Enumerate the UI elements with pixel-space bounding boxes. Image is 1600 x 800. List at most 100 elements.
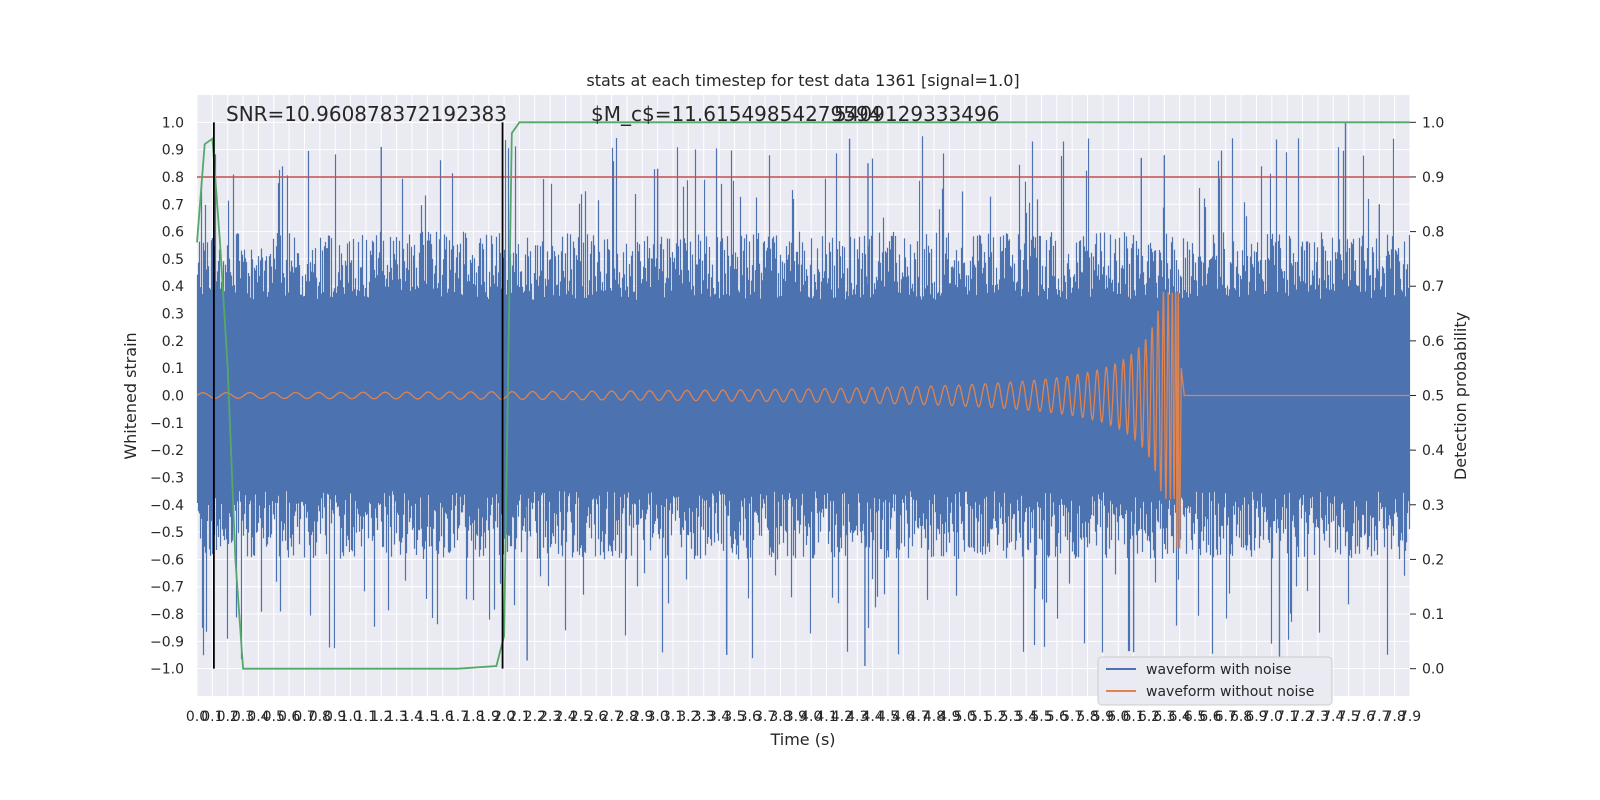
x-tick-label: 7.3 xyxy=(1307,709,1329,725)
x-tick-label: 7.0 xyxy=(1261,709,1283,725)
x-tick-label: 2.5 xyxy=(570,709,592,725)
x-tick-label: 5.3 xyxy=(1000,709,1022,725)
y-tick-label-left: −0.7 xyxy=(150,580,184,596)
x-tick-label: 5.0 xyxy=(954,709,976,725)
x-tick-label: 5.4 xyxy=(1015,709,1037,725)
x-tick-label: 2.0 xyxy=(493,709,515,725)
y-ticks-left: 1.0 0.9 0.8 0.7 0.6 0.5 0.4 0.3 0.2 0.1 0.0 −0.1 −0.… xyxy=(150,115,184,677)
x-tick-label: 0.5 xyxy=(263,709,285,725)
x-tick-label: 0.4 xyxy=(247,709,269,725)
x-tick-label: 1.0 xyxy=(339,709,361,725)
x-tick-label: 4.0 xyxy=(800,709,822,725)
x-tick-label: 6.5 xyxy=(1184,709,1206,725)
y-tick-label-right: 0.4 xyxy=(1422,443,1444,459)
x-tick-label: 0.2 xyxy=(217,709,239,725)
y-tick-label-left: −0.9 xyxy=(150,634,184,650)
x-tick-label: 7.8 xyxy=(1384,709,1406,725)
x-tick-label: 6.4 xyxy=(1169,709,1191,725)
y-tick-label-left: −0.8 xyxy=(150,607,184,623)
y-tick-label-right: 0.1 xyxy=(1422,607,1444,623)
x-ticks: 0.00.10.20.30.40.50.60.70.80.91.01.11.21… xyxy=(186,709,1421,725)
x-tick-label: 1.4 xyxy=(401,709,423,725)
x-tick-label: 7.4 xyxy=(1322,709,1344,725)
y-ticks-right: 1.0 0.9 0.8 0.7 0.6 0.5 0.4 0.3 0.2 0.1 0.0 xyxy=(1410,115,1444,678)
x-tick-label: 7.5 xyxy=(1337,709,1359,725)
x-tick-label: 0.0 xyxy=(186,709,208,725)
x-tick-label: 1.8 xyxy=(462,709,484,725)
y-tick-label-left: 0.1 xyxy=(162,361,184,377)
x-tick-label: 4.5 xyxy=(877,709,899,725)
x-tick-label: 7.6 xyxy=(1353,709,1375,725)
x-tick-label: 1.1 xyxy=(355,709,377,725)
x-tick-label: 2.1 xyxy=(508,709,530,725)
x-tick-label: 4.8 xyxy=(923,709,945,725)
series-waveform-without-noise xyxy=(196,291,1410,549)
legend-box xyxy=(1097,656,1333,706)
x-tick-label: 5.1 xyxy=(969,709,991,725)
y-tick-label-left: 0.6 xyxy=(162,225,184,241)
x-tick-label: 6.6 xyxy=(1199,709,1221,725)
y-tick-label-left: 0.0 xyxy=(162,389,184,405)
x-tick-label: 2.9 xyxy=(631,709,653,725)
x-tick-label: 5.7 xyxy=(1061,709,1083,725)
x-tick-label: 2.4 xyxy=(554,709,576,725)
x-tick-label: 1.3 xyxy=(385,709,407,725)
x-tick-label: 0.6 xyxy=(278,709,300,725)
x-tick-label: 7.2 xyxy=(1291,709,1313,725)
x-tick-label: 4.2 xyxy=(831,709,853,725)
chirp-mass-annotation-overlap: 5409129333496 xyxy=(834,102,999,126)
x-tick-label: 6.2 xyxy=(1138,709,1160,725)
x-tick-label: 1.7 xyxy=(447,709,469,725)
x-tick-label: 6.1 xyxy=(1122,709,1144,725)
x-tick-label: 2.2 xyxy=(524,709,546,725)
x-tick-label: 7.9 xyxy=(1399,709,1421,725)
x-tick-label: 2.3 xyxy=(539,709,561,725)
y-tick-label-left: 0.9 xyxy=(162,143,184,159)
x-tick-label: 5.9 xyxy=(1092,709,1114,725)
y-tick-label-left: 0.4 xyxy=(162,279,184,295)
x-tick-label: 5.6 xyxy=(1046,709,1068,725)
x-tick-label: 1.5 xyxy=(416,709,438,725)
x-tick-label: 4.1 xyxy=(815,709,837,725)
chart-title: stats at each timestep for test data 136… xyxy=(586,71,1019,90)
legend-label-clean: waveform without noise xyxy=(1146,684,1314,700)
x-tick-label: 1.6 xyxy=(432,709,454,725)
y-tick-label-right: 0.0 xyxy=(1422,662,1444,678)
probability-trace xyxy=(196,121,1410,670)
legend-label-noise: waveform with noise xyxy=(1146,662,1291,678)
x-tick-label: 3.9 xyxy=(785,709,807,725)
x-tick-label: 3.3 xyxy=(693,709,715,725)
x-tick-label: 3.8 xyxy=(769,709,791,725)
x-tick-label: 2.7 xyxy=(600,709,622,725)
series-detection-probability xyxy=(196,121,1410,670)
x-tick-label: 2.8 xyxy=(616,709,638,725)
x-axis-label: Time (s) xyxy=(769,730,835,749)
y-tick-label-left: −0.1 xyxy=(150,416,184,432)
x-tick-label: 0.8 xyxy=(309,709,331,725)
y-tick-label-left: 0.8 xyxy=(162,170,184,186)
snr-annotation: SNR=10.960878372192383 xyxy=(226,102,507,126)
y-tick-label-left: −0.3 xyxy=(150,470,184,486)
x-tick-label: 6.0 xyxy=(1107,709,1129,725)
y-tick-label-right: 0.2 xyxy=(1422,552,1444,568)
x-tick-label: 2.6 xyxy=(585,709,607,725)
x-tick-label: 3.2 xyxy=(677,709,699,725)
x-tick-label: 6.3 xyxy=(1153,709,1175,725)
y-tick-label-left: −0.2 xyxy=(150,443,184,459)
x-tick-label: 7.1 xyxy=(1276,709,1298,725)
clean-trace xyxy=(196,291,1410,549)
y-axis-label-left: Whitened strain xyxy=(121,332,140,459)
chirp-mass-annotation: $M_c$=11.61549854279594 xyxy=(591,102,881,126)
x-tick-label: 5.8 xyxy=(1076,709,1098,725)
x-tick-label: 4.9 xyxy=(938,709,960,725)
x-tick-label: 4.7 xyxy=(908,709,930,725)
x-tick-label: 5.2 xyxy=(984,709,1006,725)
x-tick-label: 3.5 xyxy=(723,709,745,725)
x-tick-label: 3.7 xyxy=(754,709,776,725)
y-tick-label-right: 0.6 xyxy=(1422,334,1444,350)
x-tick-label: 4.3 xyxy=(846,709,868,725)
y-tick-label-left: −0.4 xyxy=(150,498,184,514)
y-tick-label-left: 0.2 xyxy=(162,334,184,350)
y-tick-label-right: 0.9 xyxy=(1422,170,1444,186)
legend: waveform with noise waveform without noi… xyxy=(1097,656,1333,706)
